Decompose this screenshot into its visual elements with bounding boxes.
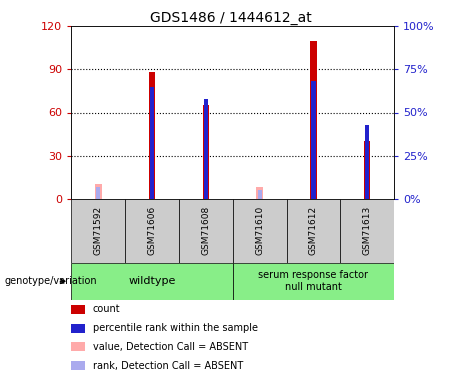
Bar: [310, 40, 317, 199]
Text: count: count: [93, 304, 120, 314]
Text: GSM71612: GSM71612: [309, 206, 318, 255]
Text: percentile rank within the sample: percentile rank within the sample: [93, 323, 258, 333]
Text: GSM71613: GSM71613: [363, 206, 372, 255]
Bar: [258, 190, 262, 199]
Bar: [95, 184, 101, 199]
Bar: [71, 324, 85, 333]
Text: serum response factor
null mutant: serum response factor null mutant: [259, 270, 368, 292]
Bar: [150, 87, 154, 199]
Text: wildtype: wildtype: [129, 276, 176, 286]
Bar: [287, 199, 340, 262]
Bar: [364, 141, 371, 199]
Bar: [71, 342, 85, 351]
Bar: [149, 72, 155, 199]
Bar: [71, 262, 233, 300]
Bar: [125, 199, 179, 262]
Text: rank, Detection Call = ABSENT: rank, Detection Call = ABSENT: [93, 361, 243, 370]
Bar: [311, 81, 316, 199]
Bar: [256, 187, 263, 199]
Bar: [71, 199, 125, 262]
Text: GSM71592: GSM71592: [94, 206, 103, 255]
Bar: [340, 199, 394, 262]
Bar: [203, 105, 209, 199]
Bar: [71, 361, 85, 370]
Bar: [96, 187, 100, 199]
Bar: [233, 262, 394, 300]
Bar: [233, 199, 287, 262]
Bar: [365, 124, 369, 199]
Text: genotype/variation: genotype/variation: [5, 276, 97, 286]
Text: GDS1486 / 1444612_at: GDS1486 / 1444612_at: [150, 11, 311, 25]
Text: GSM71608: GSM71608: [201, 206, 210, 255]
Text: GSM71610: GSM71610: [255, 206, 264, 255]
Bar: [204, 99, 208, 199]
Bar: [71, 305, 85, 314]
Bar: [179, 199, 233, 262]
Text: GSM71606: GSM71606: [148, 206, 157, 255]
Text: value, Detection Call = ABSENT: value, Detection Call = ABSENT: [93, 342, 248, 352]
